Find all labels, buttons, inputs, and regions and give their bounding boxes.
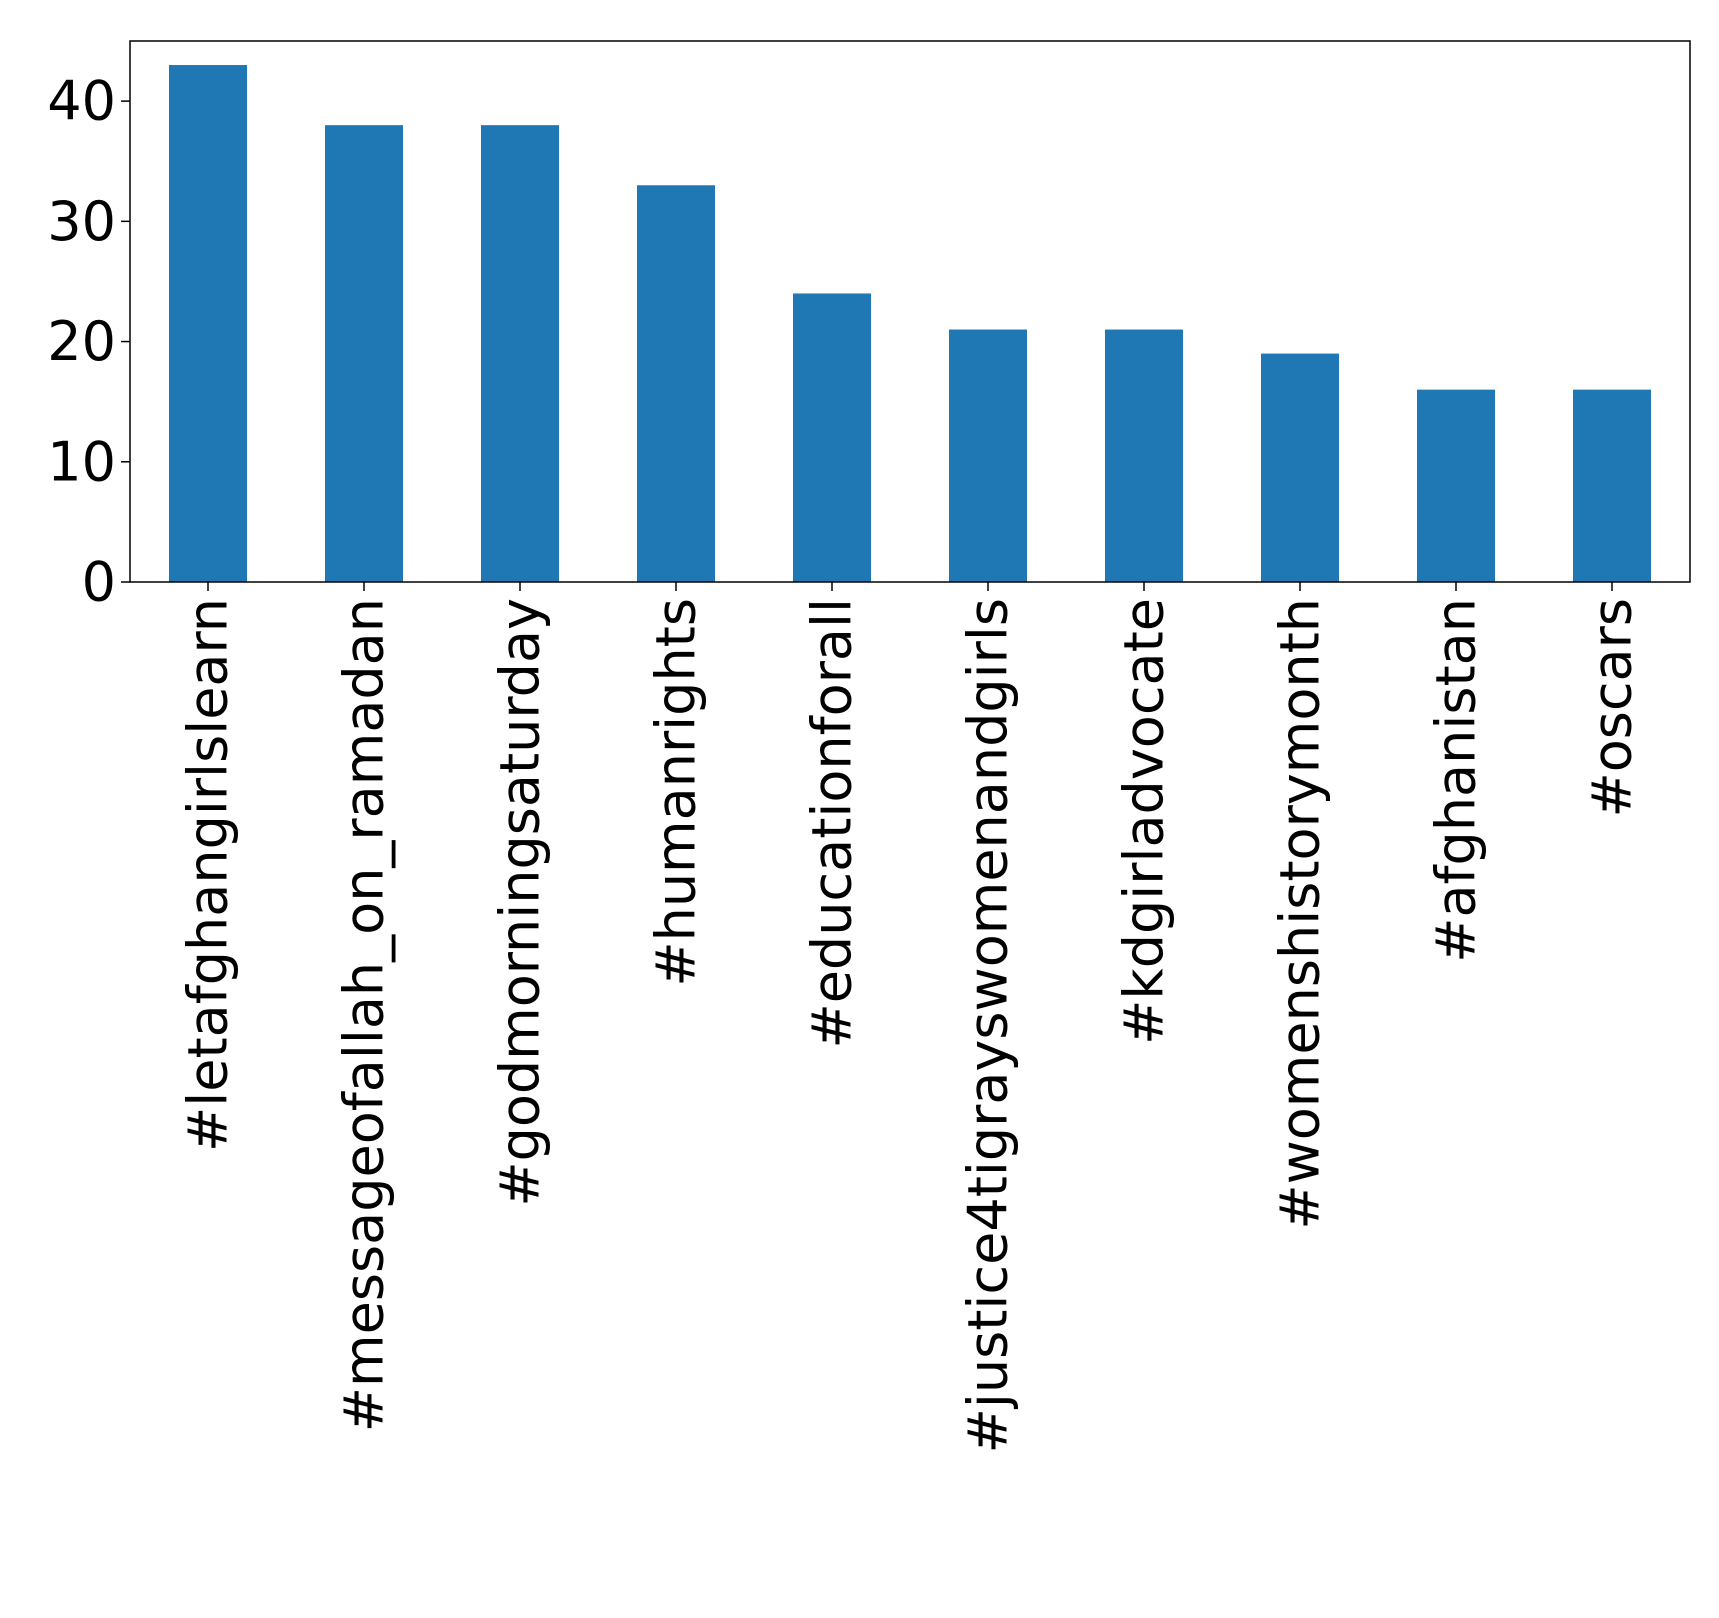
y-tick-label: 40 (47, 70, 116, 133)
x-tick-label: #godmorningsaturday (489, 598, 552, 1207)
bar-5 (793, 293, 871, 582)
x-tick-label: #womenshistorymonth (1269, 598, 1332, 1230)
y-tick-label: 30 (47, 190, 116, 253)
y-tick-label: 0 (82, 551, 116, 614)
bar-3 (481, 125, 559, 583)
bars (169, 65, 1651, 583)
bar-1 (169, 65, 247, 583)
y-tick-label: 10 (47, 430, 116, 493)
x-tick-label: #letafghangirlslearn (177, 598, 240, 1152)
bar-7 (1105, 329, 1183, 582)
bar-10 (1573, 389, 1651, 582)
x-tick-label: #kdgirladvocate (1113, 598, 1176, 1045)
x-tick-label: #educationforall (801, 598, 864, 1049)
plot-frame (129, 40, 1691, 583)
x-tick-label: #oscars (1581, 598, 1644, 818)
bar-9 (1417, 389, 1495, 582)
x-axis-ticks: #letafghangirlslearn #messageofallah_on_r… (177, 582, 1644, 1453)
y-axis-ticks: 0 10 20 30 40 (47, 70, 130, 614)
bar-8 (1261, 353, 1339, 582)
bar-6 (949, 329, 1027, 582)
y-tick-label: 20 (47, 310, 116, 373)
axes (129, 40, 1691, 583)
x-tick-label: #humanrights (645, 598, 708, 987)
x-tick-label: #justice4tigrayswomenandgirls (957, 598, 1020, 1453)
x-tick-label: #messageofallah_on_ramadan (333, 598, 396, 1432)
x-tick-label: #afghanistan (1425, 598, 1488, 963)
bar-4 (637, 185, 715, 582)
bar-2 (325, 125, 403, 583)
